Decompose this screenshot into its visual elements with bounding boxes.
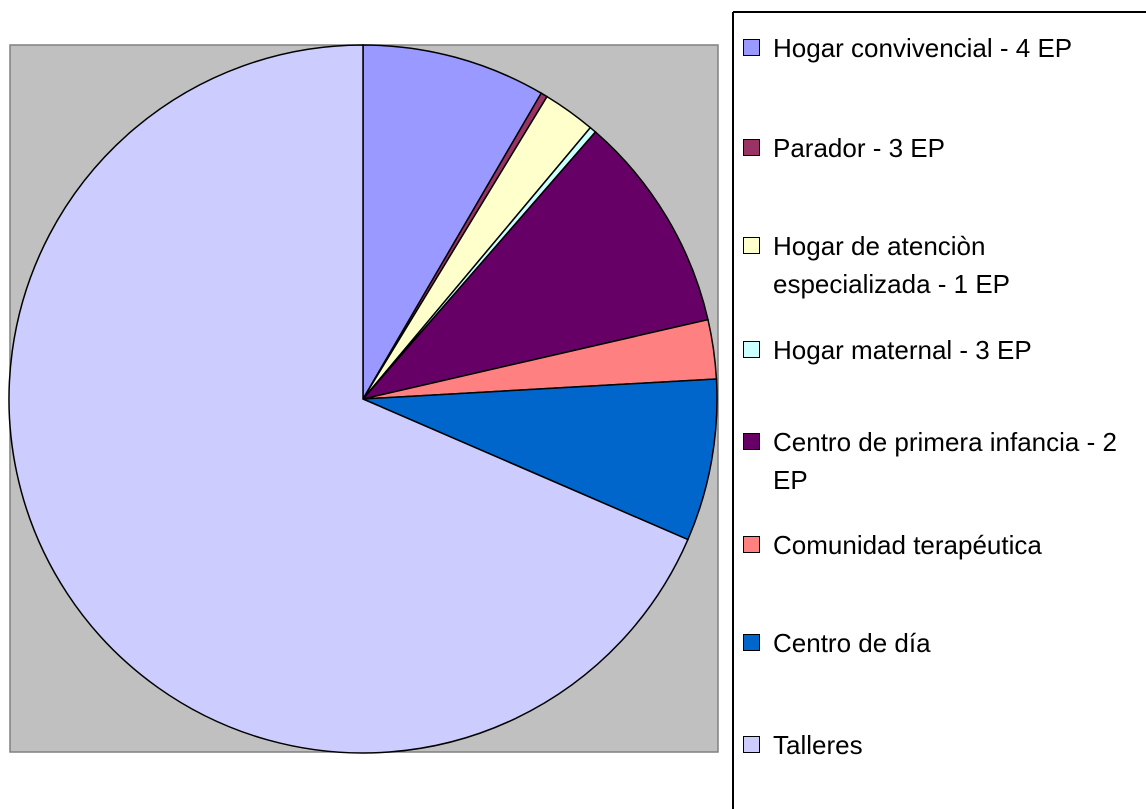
legend-swatch xyxy=(743,139,760,156)
legend-label: Hogar convivencial - 4 EP xyxy=(773,33,1073,63)
legend-swatch xyxy=(743,341,760,358)
legend-label: Hogar maternal - 3 EP xyxy=(773,335,1032,365)
legend-label: Parador - 3 EP xyxy=(773,133,945,163)
legend-swatch xyxy=(743,536,760,553)
legend-swatch xyxy=(743,433,760,450)
legend-entry: Comunidad terapéutica xyxy=(743,526,1143,564)
legend-entry: Talleres xyxy=(743,726,1143,764)
pie-slice xyxy=(362,44,543,402)
legend-label: Centro de primera infancia - 2 EP xyxy=(773,427,1117,495)
legend-swatch xyxy=(743,39,760,56)
legend-label: Centro de día xyxy=(773,628,931,658)
pie-slice xyxy=(362,378,718,541)
legend-entry: Parador - 3 EP xyxy=(743,129,1143,167)
legend-entry: Hogar maternal - 3 EP xyxy=(743,331,1143,369)
legend-entry: Hogar de atenciòn especializada - 1 EP xyxy=(743,227,1143,303)
pie-slice xyxy=(360,130,709,401)
legend-entry: Hogar convivencial - 4 EP xyxy=(743,29,1143,67)
legend-swatch xyxy=(743,237,760,254)
legend-entry: Centro de día xyxy=(743,624,1143,662)
legend-label: Talleres xyxy=(773,730,863,760)
legend-swatch xyxy=(743,736,760,753)
legend-label: Comunidad terapéutica xyxy=(773,530,1042,560)
pie-slice xyxy=(8,44,689,754)
legend-entry: Centro de primera infancia - 2 EP xyxy=(743,423,1143,499)
legend-label: Hogar de atenciòn especializada - 1 EP xyxy=(773,231,1011,299)
legend-swatch xyxy=(743,634,760,651)
